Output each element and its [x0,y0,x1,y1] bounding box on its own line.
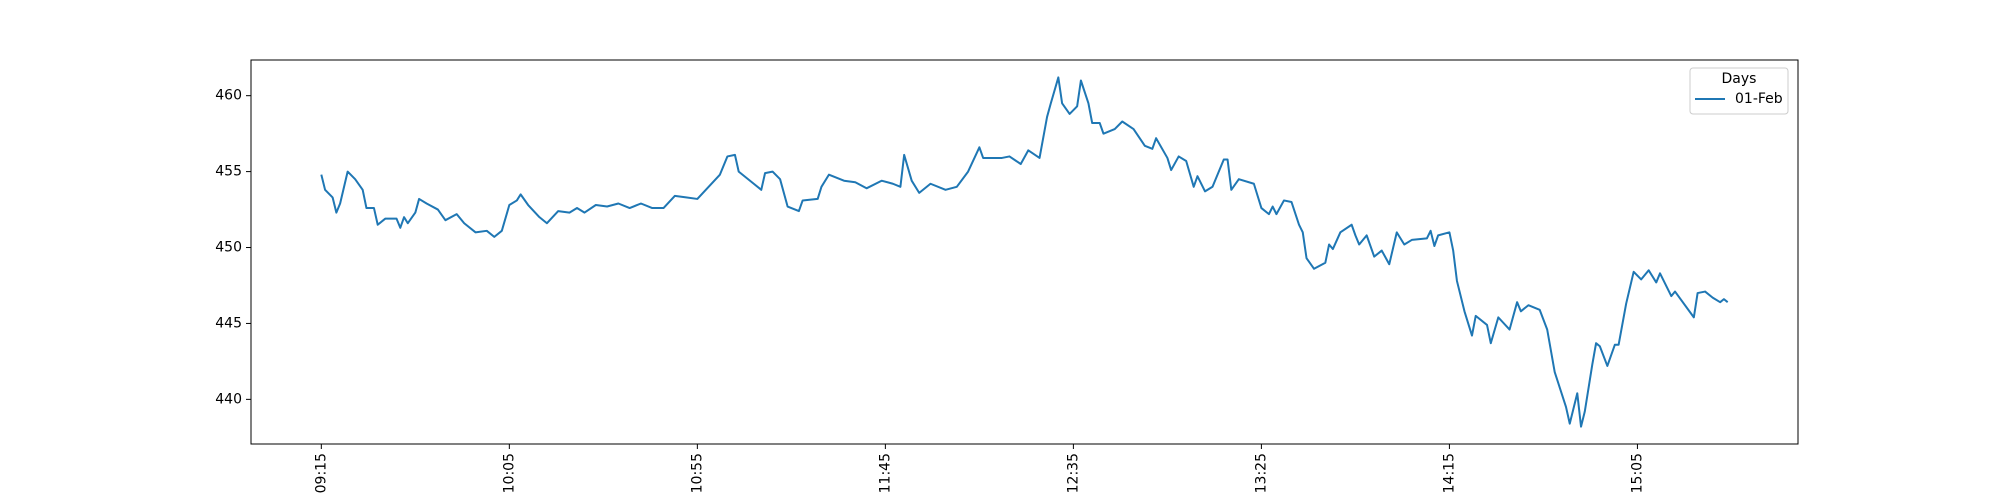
x-tick-label: 11:45 [877,453,893,493]
y-tick-label: 460 [215,88,242,104]
y-tick-label: 450 [215,240,242,256]
x-tick-label: 14:15 [1441,453,1457,493]
x-tick-label: 10:55 [689,453,705,493]
legend-box [1689,67,1789,115]
y-tick-label: 455 [215,164,242,180]
x-tick-label: 15:05 [1629,453,1645,493]
legend-title: Days [1722,71,1757,87]
y-tick-label: 440 [215,391,242,407]
x-tick-label: 12:35 [1065,453,1081,493]
x-tick-label: 10:05 [501,453,517,493]
y-tick-label: 445 [215,315,242,331]
legend-label: 01-Feb [1735,91,1783,107]
x-tick-label: 09:15 [313,453,329,493]
series-line [320,76,1729,428]
x-tick-label: 13:25 [1253,453,1269,493]
plot-frame [250,59,1799,445]
